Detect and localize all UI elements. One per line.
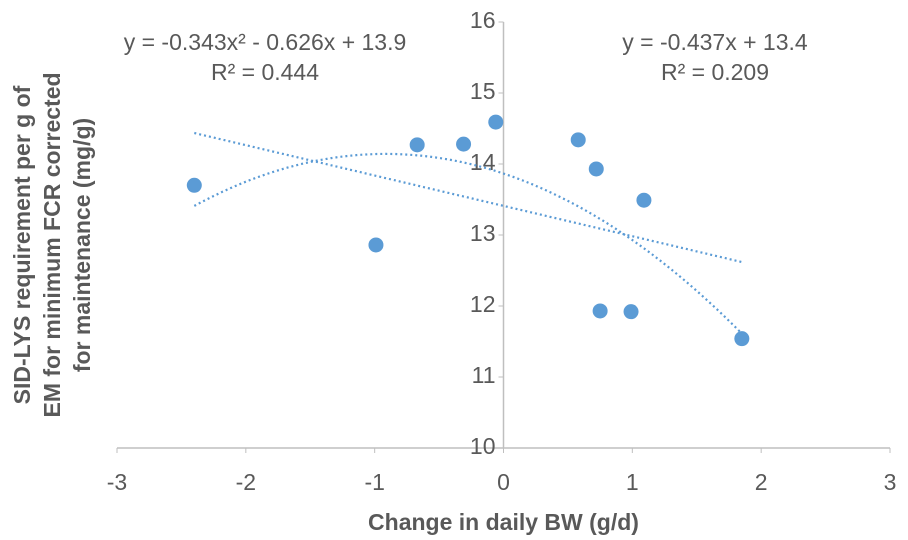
y-tick-label: 16 <box>470 7 496 33</box>
x-tick-label: 1 <box>626 469 639 495</box>
y-axis-label: SID-LYS requirement per g of <box>9 85 35 404</box>
y-axis-label: for maintenance (mg/g) <box>69 118 95 372</box>
y-tick-label: 15 <box>470 78 496 104</box>
x-tick-label: -2 <box>236 469 256 495</box>
point <box>409 137 425 153</box>
y-tick-label: 12 <box>470 291 496 317</box>
x-tick-label: 2 <box>755 469 768 495</box>
x-tick-label: 3 <box>884 469 897 495</box>
trend-equation: y = -0.343x² - 0.626x + 13.9 <box>124 29 407 55</box>
point <box>592 303 608 319</box>
point <box>734 331 750 347</box>
trendline <box>193 152 743 335</box>
y-axis-label: EM for minimum FCR corrected <box>39 72 65 417</box>
point <box>456 136 472 152</box>
trendline <box>194 131 743 264</box>
trend-equation: R² = 0.444 <box>211 59 319 85</box>
point <box>623 304 639 320</box>
point <box>186 177 202 193</box>
x-tick-label: -1 <box>364 469 384 495</box>
x-tick-label: -3 <box>107 469 127 495</box>
point <box>588 161 604 177</box>
trend-equation: R² = 0.209 <box>661 59 769 85</box>
y-tick-label: 13 <box>470 220 496 246</box>
trend-equation: y = -0.437x + 13.4 <box>622 29 808 55</box>
point <box>488 114 504 130</box>
x-axis-label: Change in daily BW (g/d) <box>368 509 639 535</box>
y-tick-label: 11 <box>472 362 496 388</box>
x-tick-label: 0 <box>497 469 510 495</box>
y-tick-label: 14 <box>470 149 496 175</box>
point <box>636 192 652 208</box>
point <box>570 132 586 148</box>
point <box>368 237 384 253</box>
y-tick-label: 10 <box>470 433 496 459</box>
